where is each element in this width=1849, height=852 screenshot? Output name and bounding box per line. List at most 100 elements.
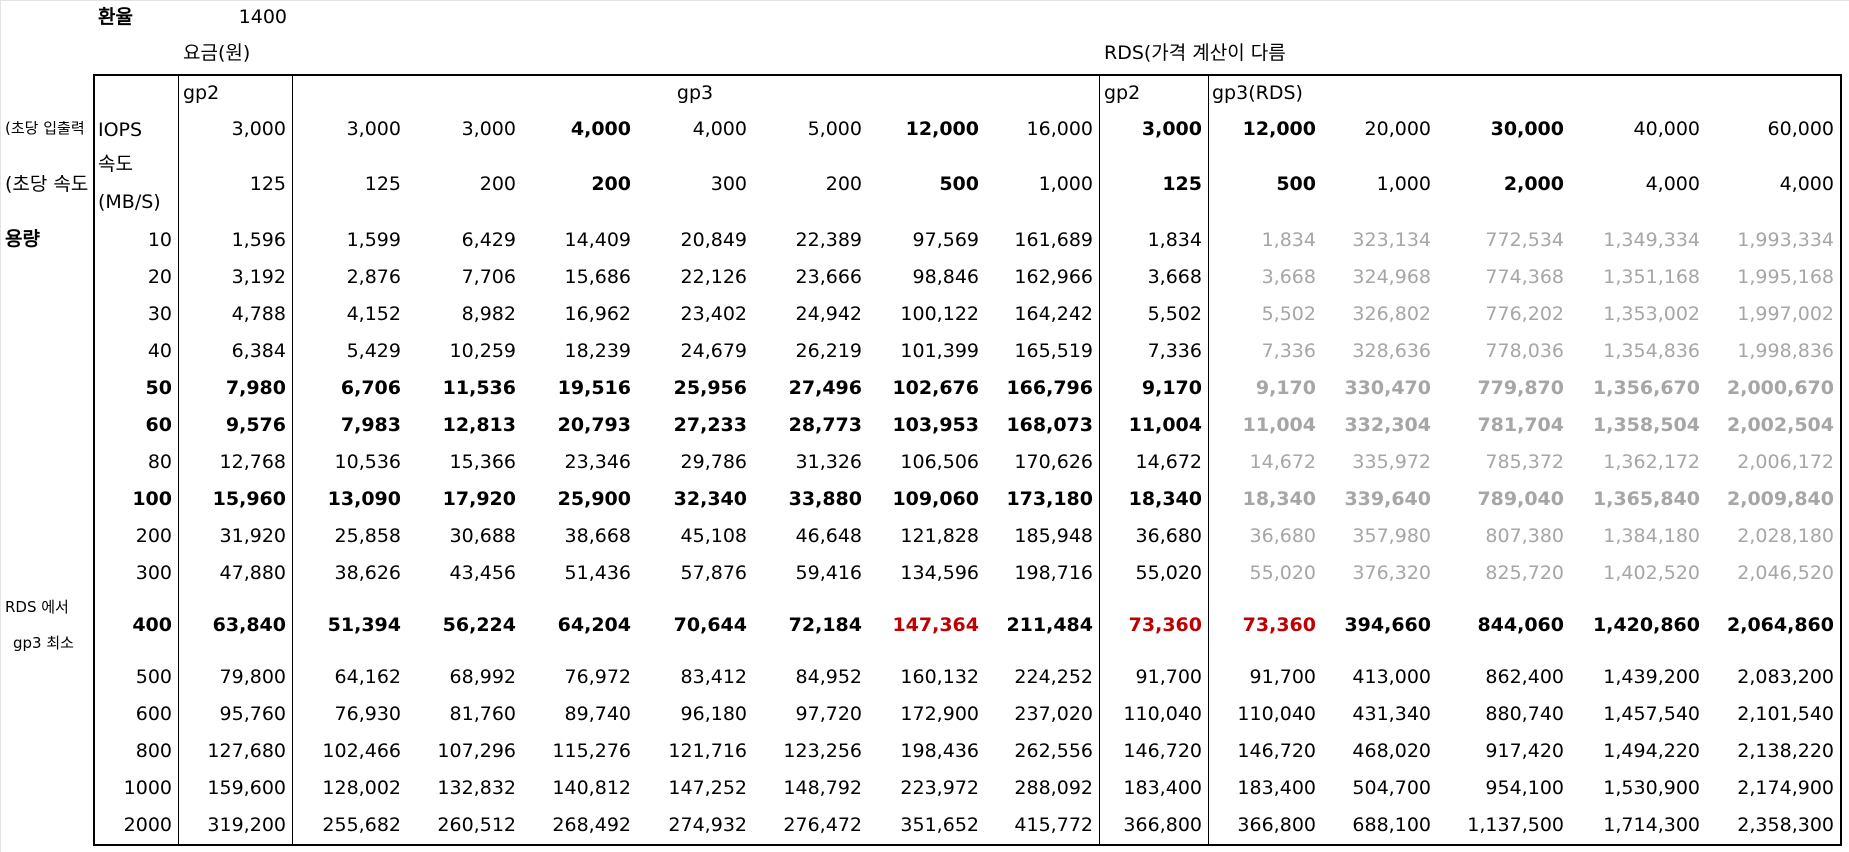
iops-cell[interactable]: 30,000 [1490, 118, 1564, 140]
price-cell[interactable]: 237,020 [1014, 703, 1093, 725]
price-cell[interactable]: 357,980 [1352, 525, 1431, 547]
group-gp2[interactable]: gp2 [183, 82, 220, 104]
price-cell[interactable]: 32,340 [673, 488, 747, 510]
price-cell[interactable]: 45,108 [680, 525, 747, 547]
price-cell[interactable]: 335,972 [1352, 451, 1431, 473]
price-cell[interactable]: 1,599 [346, 229, 401, 251]
price-cell[interactable]: 274,932 [668, 814, 747, 836]
capacity-cell[interactable]: 60 [145, 414, 172, 436]
price-cell[interactable]: 198,716 [1014, 562, 1093, 584]
capacity-cell[interactable]: 10 [147, 229, 172, 251]
price-cell[interactable]: 96,180 [680, 703, 747, 725]
price-cell[interactable]: 807,380 [1485, 525, 1564, 547]
price-cell[interactable]: 954,100 [1485, 777, 1564, 799]
price-cell[interactable]: 101,399 [900, 340, 979, 362]
capacity-cell[interactable]: 400 [132, 614, 172, 636]
price-cell[interactable]: 330,470 [1344, 377, 1431, 399]
speed-cell[interactable]: 2,000 [1503, 173, 1564, 195]
price-cell[interactable]: 688,100 [1352, 814, 1431, 836]
price-cell[interactable]: 223,972 [900, 777, 979, 799]
price-cell[interactable]: 110,040 [1123, 703, 1202, 725]
price-cell[interactable]: 262,556 [1014, 740, 1093, 762]
price-cell[interactable]: 1,349,334 [1603, 229, 1700, 251]
price-cell[interactable]: 255,682 [322, 814, 401, 836]
price-cell[interactable]: 173,180 [1006, 488, 1093, 510]
price-cell[interactable]: 123,256 [783, 740, 862, 762]
rds-note-label[interactable]: RDS(가격 계산이 다름 [1104, 42, 1286, 64]
price-cell[interactable]: 8,982 [461, 303, 516, 325]
price-cell[interactable]: 91,700 [1249, 666, 1316, 688]
capacity-cell[interactable]: 600 [135, 703, 172, 725]
price-cell[interactable]: 288,092 [1014, 777, 1093, 799]
capacity-cell[interactable]: 40 [147, 340, 172, 362]
price-cell[interactable]: 5,429 [346, 340, 401, 362]
price-cell[interactable]: 17,920 [442, 488, 516, 510]
speed-cell[interactable]: 125 [249, 173, 286, 195]
price-cell[interactable]: 115,276 [552, 740, 631, 762]
price-cell[interactable]: 98,846 [912, 266, 979, 288]
price-cell[interactable]: 59,416 [795, 562, 862, 584]
speed-cell[interactable]: 500 [939, 173, 979, 195]
price-cell[interactable]: 5,502 [1261, 303, 1316, 325]
price-cell[interactable]: 376,320 [1352, 562, 1431, 584]
iops-cell[interactable]: 3,000 [1141, 118, 1202, 140]
price-cell[interactable]: 73,360 [1128, 614, 1202, 636]
price-cell[interactable]: 2,358,300 [1737, 814, 1834, 836]
price-won-label[interactable]: 요금(원) [183, 42, 251, 64]
speed-cell[interactable]: 125 [1162, 173, 1202, 195]
price-cell[interactable]: 413,000 [1352, 666, 1431, 688]
price-cell[interactable]: 276,472 [783, 814, 862, 836]
price-cell[interactable]: 3,668 [1147, 266, 1202, 288]
price-cell[interactable]: 102,676 [892, 377, 979, 399]
price-cell[interactable]: 415,772 [1014, 814, 1093, 836]
price-cell[interactable]: 1,998,836 [1737, 340, 1834, 362]
price-cell[interactable]: 324,968 [1352, 266, 1431, 288]
price-cell[interactable]: 24,679 [680, 340, 747, 362]
price-cell[interactable]: 880,740 [1485, 703, 1564, 725]
price-cell[interactable]: 161,689 [1014, 229, 1093, 251]
price-cell[interactable]: 76,930 [334, 703, 401, 725]
price-cell[interactable]: 12,813 [442, 414, 516, 436]
price-cell[interactable]: 25,956 [673, 377, 747, 399]
price-cell[interactable]: 24,942 [795, 303, 862, 325]
price-cell[interactable]: 107,296 [437, 740, 516, 762]
price-cell[interactable]: 1,457,540 [1603, 703, 1700, 725]
price-cell[interactable]: 89,740 [564, 703, 631, 725]
price-cell[interactable]: 55,020 [1249, 562, 1316, 584]
price-cell[interactable]: 862,400 [1485, 666, 1564, 688]
price-cell[interactable]: 7,983 [340, 414, 401, 436]
price-cell[interactable]: 7,980 [225, 377, 286, 399]
price-cell[interactable]: 9,576 [225, 414, 286, 436]
price-cell[interactable]: 64,204 [557, 614, 631, 636]
price-cell[interactable]: 165,519 [1014, 340, 1093, 362]
price-cell[interactable]: 162,966 [1014, 266, 1093, 288]
price-cell[interactable]: 339,640 [1344, 488, 1431, 510]
price-cell[interactable]: 328,636 [1352, 340, 1431, 362]
iops-cell[interactable]: 20,000 [1364, 118, 1431, 140]
price-cell[interactable]: 2,046,520 [1737, 562, 1834, 584]
capacity-cell[interactable]: 100 [132, 488, 172, 510]
iops-cell[interactable]: 12,000 [905, 118, 979, 140]
price-cell[interactable]: 394,660 [1344, 614, 1431, 636]
price-cell[interactable]: 776,202 [1485, 303, 1564, 325]
capacity-cell[interactable]: 30 [147, 303, 172, 325]
price-cell[interactable]: 10,259 [449, 340, 516, 362]
price-cell[interactable]: 134,596 [900, 562, 979, 584]
price-cell[interactable]: 128,002 [322, 777, 401, 799]
capacity-cell[interactable]: 1000 [123, 777, 172, 799]
price-cell[interactable]: 2,174,900 [1737, 777, 1834, 799]
price-cell[interactable]: 16,962 [564, 303, 631, 325]
price-cell[interactable]: 146,720 [1123, 740, 1202, 762]
price-cell[interactable]: 38,668 [564, 525, 631, 547]
price-cell[interactable]: 164,242 [1014, 303, 1093, 325]
iops-cell[interactable]: 16,000 [1026, 118, 1093, 140]
price-cell[interactable]: 147,252 [668, 777, 747, 799]
price-cell[interactable]: 2,028,180 [1737, 525, 1834, 547]
capacity-cell[interactable]: 500 [135, 666, 172, 688]
price-cell[interactable]: 14,672 [1249, 451, 1316, 473]
speed-cell[interactable]: 4,000 [1645, 173, 1700, 195]
price-cell[interactable]: 1,356,670 [1593, 377, 1700, 399]
speed-label[interactable]: 속도 [98, 153, 133, 175]
price-cell[interactable]: 779,870 [1477, 377, 1564, 399]
price-cell[interactable]: 23,346 [564, 451, 631, 473]
